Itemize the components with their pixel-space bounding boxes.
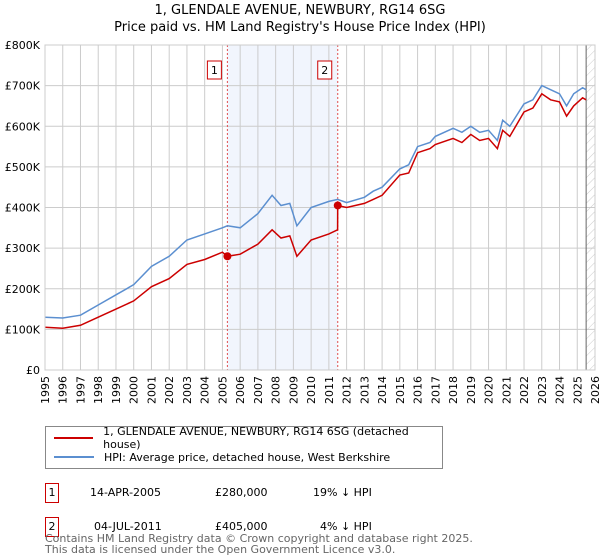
legend-swatch-hpi (54, 456, 94, 458)
x-tick-label: 2020 (483, 376, 496, 404)
marker-badge: 2 (45, 517, 59, 537)
y-tick-label: £400K (5, 202, 41, 215)
y-tick-label: £100K (5, 323, 41, 336)
x-tick-label: 2021 (500, 376, 513, 404)
chart-subtitle: Price paid vs. HM Land Registry's House … (114, 20, 486, 35)
x-tick-label: 1998 (92, 376, 105, 404)
x-tick-label: 1996 (57, 376, 70, 404)
x-tick-label: 2025 (571, 376, 584, 404)
x-tick-label: 2005 (216, 376, 229, 404)
x-tick-label: 2022 (518, 376, 531, 404)
transaction-row: 2 04-JUL-2011 £405,000 4% ↓ HPI (45, 517, 465, 537)
x-tick-label: 1999 (110, 376, 123, 404)
x-tick-label: 2004 (199, 376, 212, 404)
x-tick-label: 2012 (341, 376, 354, 404)
sale-badge (317, 60, 333, 80)
x-tick-label: 2006 (234, 376, 247, 404)
x-tick-label: 2018 (447, 376, 460, 404)
x-tick-label: 1997 (74, 376, 87, 404)
sale-badge-label: 2 (321, 64, 328, 77)
sale-point (333, 201, 342, 210)
chart-title: 1, GLENDALE AVENUE, NEWBURY, RG14 6SG (154, 3, 446, 18)
transaction-hpi: 4% ↓ HPI (320, 520, 372, 533)
x-tick-label: 2009 (287, 376, 300, 404)
transaction-price: £405,000 (215, 520, 268, 533)
y-tick-label: £500K (5, 161, 41, 174)
price-chart: 1995 1996 1997 1998 1999 2000 2001 2002 2003 2004… (5, 39, 600, 404)
legend-property: 1, GLENDALE AVENUE, NEWBURY, RG14 6SG (d… (103, 425, 409, 451)
transaction-row: 1 14-APR-2005 £280,000 19% ↓ HPI (45, 483, 465, 503)
marker-badge: 1 (45, 483, 59, 503)
x-tick-label: 2014 (376, 376, 389, 404)
x-tick-label: 2001 (145, 376, 158, 404)
y-tick-label: £700K (5, 80, 41, 93)
x-tick-label: 1995 (39, 376, 52, 404)
legend-swatch-property (54, 437, 94, 439)
legend: 1, GLENDALE AVENUE, NEWBURY, RG14 6SG (d… (45, 425, 443, 469)
legend-hpi: HPI: Average price, detached house, West… (104, 450, 391, 464)
transaction-hpi: 19% ↓ HPI (313, 486, 372, 499)
y-tick-label: £300K (5, 242, 41, 255)
y-tick-label: £200K (5, 283, 41, 296)
x-tick-label: 2016 (412, 376, 425, 404)
x-tick-label: 2003 (181, 376, 194, 404)
x-tick-label: 2024 (554, 376, 567, 404)
sale-badge-label: 1 (211, 64, 218, 77)
y-tick-label: £600K (5, 120, 41, 133)
y-tick-label: £800K (5, 39, 41, 52)
x-tick-label: 2017 (429, 376, 442, 404)
x-tick-label: 2026 (589, 376, 600, 404)
sale-badge (206, 60, 222, 80)
x-tick-label: 2010 (305, 376, 318, 404)
x-tick-label: 2002 (163, 376, 176, 404)
y-tick-label: £0 (26, 364, 40, 377)
transaction-date: 14-APR-2005 (90, 486, 162, 499)
hpi-line (44, 84, 587, 319)
x-tick-label: 2015 (394, 376, 407, 404)
footer-copyright: Contains HM Land Registry data © Crown c… (45, 532, 473, 545)
footer-licence: This data is licensed under the Open Gov… (45, 543, 396, 556)
x-tick-label: 2008 (270, 376, 283, 404)
x-tick-label: 2019 (465, 376, 478, 404)
x-tick-label: 2000 (128, 376, 141, 404)
transaction-price: £280,000 (215, 486, 268, 499)
property-price-line (44, 92, 587, 329)
x-tick-label: 2023 (536, 376, 549, 404)
transaction-date: 04-JUL-2011 (94, 520, 162, 533)
x-tick-label: 2011 (323, 376, 336, 404)
plot-frame (44, 44, 596, 371)
x-tick-label: 2007 (252, 376, 265, 404)
sale-point (223, 252, 232, 261)
x-tick-label: 2013 (358, 376, 371, 404)
